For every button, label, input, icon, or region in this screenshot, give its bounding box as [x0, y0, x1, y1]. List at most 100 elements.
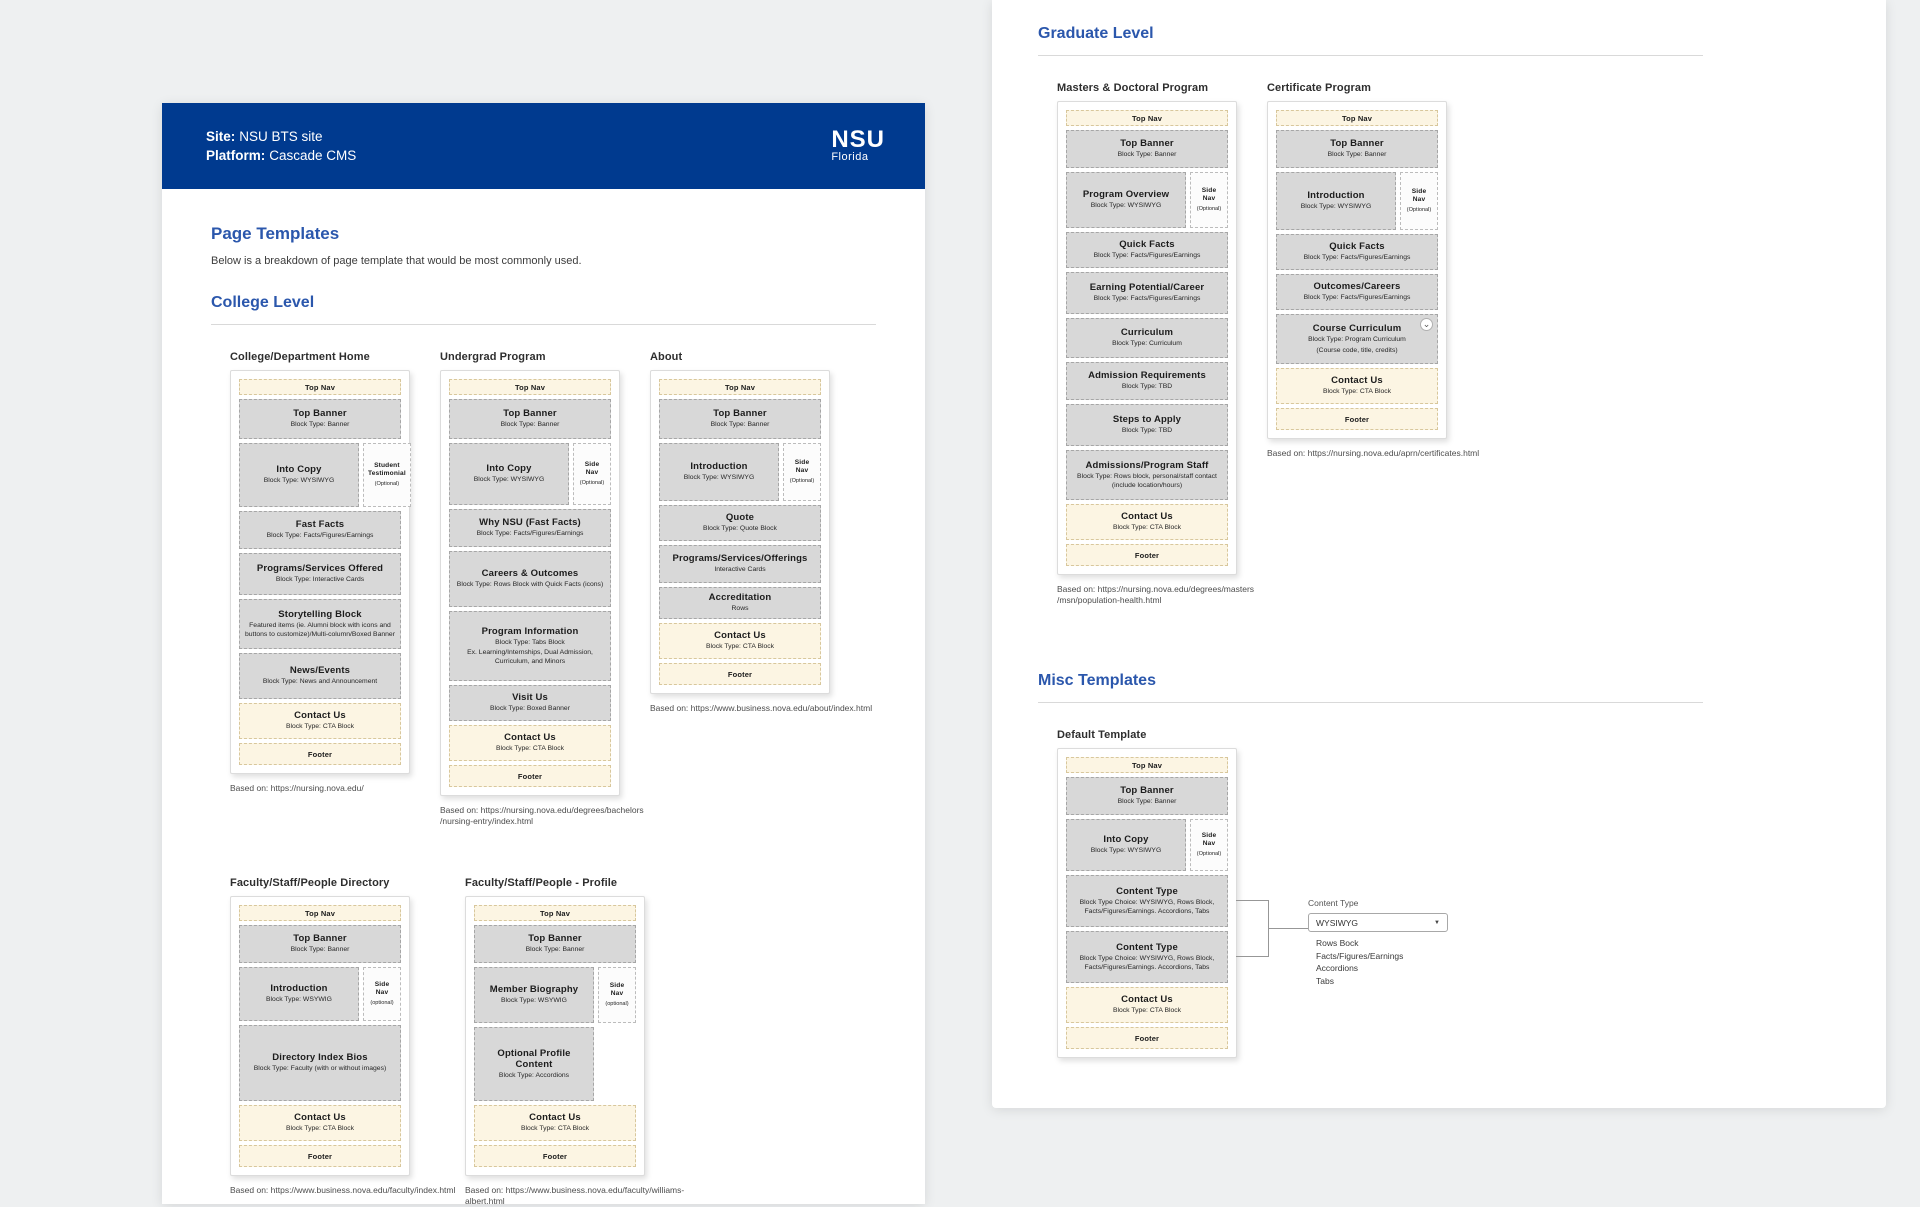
- side-area: Side Nav (Optional): [1190, 172, 1228, 228]
- block-admissions-program-staff: Admissions/Program Staff Block Type: Rows…: [1066, 450, 1228, 500]
- block-row: Into Copy Block Type: WYSIWYG Student Test…: [239, 443, 411, 507]
- block-title: Footer: [727, 669, 753, 679]
- block-side-nav: Side Nav (Optional): [1400, 172, 1438, 230]
- right-panel-body: Graduate Level Masters & Doctoral Program…: [992, 25, 1886, 1058]
- block-title: Contact Us: [504, 732, 556, 744]
- block-row: Introduction Block Type: WYSIWYG Side Nav (…: [659, 443, 821, 501]
- block-title: Side Nav: [1411, 187, 1427, 203]
- block-news-events: News/Events Block Type: News and Announce…: [239, 653, 401, 699]
- right-sections: Graduate Level Masters & Doctoral Program…: [1038, 25, 1886, 1058]
- block-subtitle: Block Type: Banner: [290, 946, 350, 954]
- block-subtitle: Block Type Choice: WYSIWYG, Rows Block, …: [1079, 899, 1215, 915]
- block-subtitle: Block Type: Rows block, personal/staff c…: [1077, 473, 1217, 489]
- block-subtitle: Block Type: TBD: [1121, 383, 1173, 391]
- block-subtitle: Rows: [731, 605, 749, 613]
- template-caption: Based on: https://www.business.nova.edu/…: [650, 703, 873, 713]
- block-title: Footer: [517, 771, 543, 781]
- content-type-options: Rows Bock Facts/Figures/Earnings Accordion…: [1308, 937, 1448, 987]
- block-title: Accreditation: [708, 592, 772, 604]
- block-footer: Footer: [449, 765, 611, 787]
- block-subtitle: (optional): [370, 999, 394, 1006]
- block-title: Contact Us: [1331, 375, 1383, 387]
- block-title: Footer: [1134, 1033, 1160, 1043]
- block-subtitle: Block Type: Boxed Banner: [490, 705, 570, 713]
- block-title: Programs/Services/Offerings: [672, 553, 808, 565]
- block-curriculum: Curriculum Block Type: Curriculum: [1066, 318, 1228, 358]
- block-title: Quote: [725, 512, 755, 524]
- block-subtitle: Block Type: CTA Block: [285, 1125, 355, 1133]
- block-top-banner: Top Banner Block Type: Banner: [239, 925, 401, 963]
- connector-line-top: [1236, 900, 1269, 901]
- block-title: Footer: [307, 749, 333, 759]
- block-subtitle: Block Type: CTA Block: [1112, 1007, 1182, 1015]
- connector-line-bottom: [1236, 956, 1269, 957]
- section-heading: Misc Templates: [1038, 672, 1156, 689]
- block-contact-us: Contact Us Block Type: CTA Block: [659, 623, 821, 659]
- block-quick-facts: Quick Facts Block Type: Facts/Figures/Ear…: [1276, 234, 1438, 270]
- block-subtitle: (Optional): [1406, 206, 1432, 213]
- block-subtitle: Block Type: Facts/Figures/Earnings: [1093, 295, 1201, 303]
- block-subtitle: Block Type: CTA Block: [1322, 388, 1392, 396]
- header-meta: Site: NSU BTS site Platform: Cascade CMS: [206, 127, 356, 165]
- template-caption: Based on: https://www.business.nova.edu/…: [230, 1185, 456, 1195]
- block-subtitle: Block Type: CTA Block: [705, 643, 775, 651]
- section-heading: Graduate Level: [1038, 25, 1154, 42]
- block-footer: Footer: [239, 743, 401, 765]
- block-title: Careers & Outcomes: [481, 568, 579, 580]
- block-title: Top Banner: [293, 408, 347, 420]
- platform-line: Platform: Cascade CMS: [206, 146, 356, 165]
- template-undergrad-program: Undergrad Program Top Nav Top Banner Block …: [440, 351, 644, 827]
- template-title: Undergrad Program: [440, 351, 546, 363]
- block-admission-requirements: Admission Requirements Block Type: TBD: [1066, 362, 1228, 400]
- block-subtitle: Block Type: WYSIWYG: [1090, 847, 1162, 855]
- block-title: Member Biography: [489, 984, 579, 996]
- block-top-banner: Top Banner Block Type: Banner: [239, 399, 401, 439]
- template-caption: Based on: https://nursing.nova.edu/: [230, 783, 364, 793]
- block-subtitle: Block Type: WSYWIG: [266, 996, 332, 1004]
- wireframe-card: Top Nav Top Banner Block Type: Banner Intro…: [650, 370, 830, 694]
- left-panel: Site: NSU BTS site Platform: Cascade CMS N…: [162, 103, 925, 1207]
- block-title: Top Banner: [713, 408, 767, 420]
- section-graduate-level: Graduate Level Masters & Doctoral Program…: [1038, 25, 1886, 606]
- block-title: Contact Us: [1121, 994, 1173, 1006]
- block-title: Top Nav: [724, 382, 756, 392]
- block-outcomes-careers: Outcomes/Careers Block Type: Facts/Figure…: [1276, 274, 1438, 310]
- block-title: Footer: [1344, 414, 1370, 424]
- block-row: Introduction Block Type: WSYWIG Side Nav (o…: [239, 967, 401, 1021]
- template-row: College/Department Home Top Nav Top Banner…: [230, 351, 925, 827]
- block-row: Into Copy Block Type: WYSIWYG Side Nav (Opt…: [1066, 819, 1228, 871]
- block-title: News/Events: [289, 665, 351, 677]
- block-footer: Footer: [239, 1145, 401, 1167]
- block-contact-us: Contact Us Block Type: CTA Block: [449, 725, 611, 761]
- block-contact-us: Contact Us Block Type: CTA Block: [1066, 987, 1228, 1023]
- block-side-nav: Side Nav (Optional): [783, 443, 821, 501]
- block-top-nav: Top Nav: [239, 905, 401, 921]
- block-subtitle: Block Type: Banner: [1117, 798, 1177, 806]
- block-title: Into Copy: [486, 463, 532, 475]
- block-subtitle: (Optional): [1196, 850, 1222, 857]
- block-subtitle: Block Type: Banner: [500, 421, 560, 429]
- platform-value: Cascade CMS: [269, 148, 357, 163]
- block-title: Quick Facts: [1119, 239, 1175, 251]
- left-panel-body: Page Templates Below is a breakdown of p…: [162, 224, 925, 1207]
- side-area: Side Nav (Optional): [1190, 819, 1228, 871]
- block-subtitle: Block Type: Facts/Figures/Earnings: [1093, 252, 1201, 260]
- block-subtitle: Block Type: Tabs Block: [495, 638, 565, 646]
- block-subtitle: Block Type: WSYWIG: [501, 997, 567, 1005]
- block-subtitle: Block Type: Curriculum: [1112, 340, 1182, 348]
- template-title: Faculty/Staff/People Directory: [230, 877, 390, 889]
- content-type-select[interactable]: WYSIWYG ▼: [1308, 913, 1448, 932]
- block-visit-us: Visit Us Block Type: Boxed Banner: [449, 685, 611, 721]
- block-title: Storytelling Block: [278, 609, 362, 620]
- template-faculty-staff-people-profile: Faculty/Staff/People - Profile Top Nav Top…: [465, 877, 684, 1207]
- block-title: Directory Index Bios: [272, 1052, 368, 1064]
- block-optional-profile-content: Optional Profile Content Block Type: Acco…: [474, 1027, 594, 1101]
- block-side-nav: Side Nav (Optional): [573, 443, 611, 505]
- block-subtitle: Block Type: CTA Block: [1112, 524, 1182, 532]
- block-title: Admission Requirements: [1088, 370, 1206, 382]
- template-title: College/Department Home: [230, 351, 370, 363]
- block-contact-us: Contact Us Block Type: CTA Block: [239, 703, 401, 739]
- block-accreditation: Accreditation Rows: [659, 587, 821, 619]
- chevron-down-icon[interactable]: ⌄: [1420, 318, 1433, 331]
- block-subtitle: Block Type: Banner: [290, 421, 350, 429]
